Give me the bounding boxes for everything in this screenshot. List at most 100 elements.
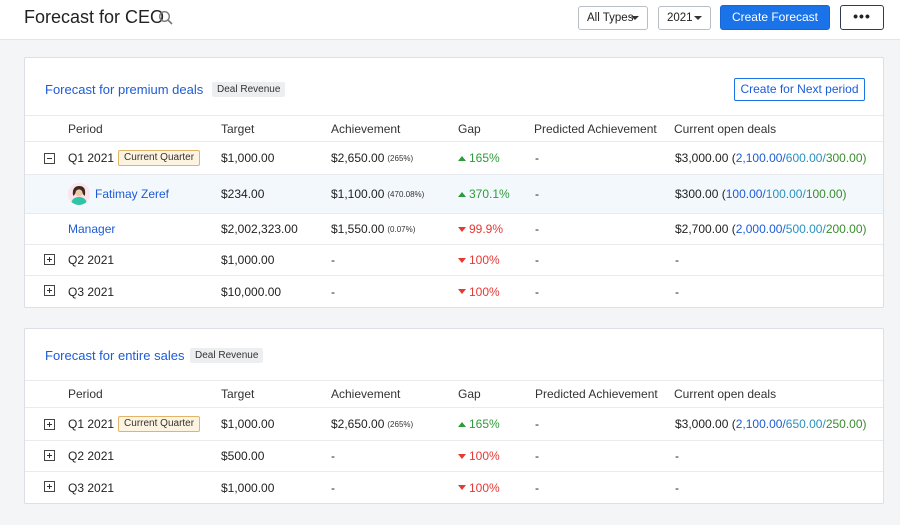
achievement-value: - xyxy=(331,284,335,299)
create-next-period-button[interactable]: Create for Next period xyxy=(734,78,865,101)
period-label: Q2 2021 xyxy=(68,253,115,267)
table-row[interactable]: Q3 2021 $1,000.00 - 100% - - xyxy=(25,472,883,503)
open-deals-link[interactable]: 250.00) xyxy=(825,417,867,431)
year-filter-label: 2021 xyxy=(667,12,693,24)
achievement-pct: (0.07%) xyxy=(387,224,416,234)
open-deals-link[interactable]: 100.00) xyxy=(805,187,847,201)
table-row[interactable]: Q1 2021 Current Quarter $1,000.00 $2,650… xyxy=(25,142,883,175)
achievement-value: - xyxy=(331,253,335,267)
deal-revenue-tag: Deal Revenue xyxy=(190,348,264,363)
expand-icon[interactable] xyxy=(44,419,55,430)
arrow-up-icon xyxy=(458,155,466,161)
predicted-value: - xyxy=(535,449,539,463)
target-value: $234.00 xyxy=(221,187,265,201)
open-deals-link[interactable]: 200.00) xyxy=(825,222,867,236)
col-achievement: Achievement xyxy=(331,121,401,136)
open-deals-link[interactable]: 2,000.00/ xyxy=(735,222,786,236)
period-label: Q1 2021 xyxy=(68,151,115,165)
open-deals-link[interactable]: 100.00/ xyxy=(765,187,806,201)
table-row[interactable]: Q1 2021 Current Quarter $1,000.00 $2,650… xyxy=(25,408,883,441)
card-title: Forecast for premium deals xyxy=(45,82,204,97)
target-value: $1,000.00 xyxy=(221,480,275,495)
user-name-link[interactable]: Fatimay Zeref xyxy=(95,187,170,201)
col-open-deals: Current open deals xyxy=(674,121,777,136)
predicted-value: - xyxy=(535,480,539,495)
manager-link[interactable]: Manager xyxy=(68,222,116,236)
gap-value: 165% xyxy=(469,417,500,431)
open-deals-total: $2,700.00 ( xyxy=(675,222,736,236)
current-quarter-badge: Current Quarter xyxy=(118,150,201,166)
predicted-value: - xyxy=(535,284,539,299)
gap-value: 165% xyxy=(469,151,500,165)
gap-value: 100% xyxy=(469,480,500,495)
open-deals-total: $3,000.00 ( xyxy=(675,151,736,165)
arrow-down-icon xyxy=(458,453,466,459)
deal-revenue-tag: Deal Revenue xyxy=(212,82,286,97)
arrow-down-icon xyxy=(458,485,466,490)
col-achievement: Achievement xyxy=(331,387,401,401)
col-target: Target xyxy=(221,121,255,136)
period-label: Q3 2021 xyxy=(68,284,115,299)
predicted-value: - xyxy=(535,417,539,431)
expand-icon[interactable] xyxy=(44,481,55,492)
expand-icon[interactable] xyxy=(44,285,55,296)
table-row[interactable]: Q2 2021 $1,000.00 - 100% - - xyxy=(25,245,883,276)
gap-value: 99.9% xyxy=(469,222,504,236)
arrow-down-icon xyxy=(458,226,466,232)
table-row[interactable]: Manager $2,002,323.00 $1,550.00 (0.07%) … xyxy=(25,214,883,245)
premium-deals-card: Forecast for premium deals Deal Revenue … xyxy=(24,57,884,308)
arrow-down-icon xyxy=(458,257,466,263)
expand-icon[interactable] xyxy=(44,450,55,461)
more-options-button[interactable]: ••• xyxy=(840,5,884,30)
open-deals-value: - xyxy=(675,284,679,299)
period-label: Q3 2021 xyxy=(68,480,115,495)
open-deals-link[interactable]: 2,100.00/ xyxy=(735,417,786,431)
predicted-value: - xyxy=(535,222,539,236)
open-deals-link[interactable]: 650.00/ xyxy=(785,417,826,431)
table-header: Period Target Achievement Gap Predicted … xyxy=(25,115,883,142)
open-deals-link[interactable]: 500.00/ xyxy=(785,222,826,236)
create-forecast-button[interactable]: Create Forecast xyxy=(720,5,830,30)
achievement-pct: (265%) xyxy=(387,419,414,429)
card-title: Forecast for entire sales xyxy=(45,348,185,363)
achievement-pct: (470.08%) xyxy=(387,189,425,199)
col-period: Period xyxy=(68,121,103,136)
type-filter-label: All Types xyxy=(587,12,634,24)
col-predicted: Predicted Achievement xyxy=(535,387,658,401)
open-deals-value: - xyxy=(675,449,679,463)
table-row[interactable]: Q3 2021 $10,000.00 - 100% - - xyxy=(25,276,883,307)
open-deals-total: $300.00 ( xyxy=(675,187,726,201)
predicted-value: - xyxy=(535,253,539,267)
open-deals-link[interactable]: 300.00) xyxy=(825,151,867,165)
target-value: $1,000.00 xyxy=(221,151,275,165)
target-value: $1,000.00 xyxy=(221,417,275,431)
predicted-value: - xyxy=(535,187,539,201)
gap-value: 100% xyxy=(469,253,500,267)
table-row[interactable]: Fatimay Zeref $234.00 $1,100.00 (470.08%… xyxy=(25,175,883,214)
target-value: $1,000.00 xyxy=(221,253,275,267)
top-header: Forecast for CEO All Types 2021 Create F… xyxy=(0,0,900,40)
chevron-down-icon xyxy=(694,16,702,20)
open-deals-link[interactable]: 100.00/ xyxy=(725,187,766,201)
col-gap: Gap xyxy=(458,387,481,401)
open-deals-total: $3,000.00 ( xyxy=(675,417,736,431)
expand-icon[interactable] xyxy=(44,254,55,265)
period-label: Q2 2021 xyxy=(68,449,115,463)
achievement-pct: (265%) xyxy=(387,153,414,163)
gap-value: 370.1% xyxy=(469,187,510,201)
avatar xyxy=(68,183,90,205)
search-icon[interactable] xyxy=(158,10,174,26)
achievement-value: - xyxy=(331,480,335,495)
gap-value: 100% xyxy=(469,449,500,463)
achievement-value: $1,100.00 xyxy=(331,187,385,201)
open-deals-link[interactable]: 600.00/ xyxy=(785,151,826,165)
type-filter-dropdown[interactable]: All Types xyxy=(578,6,648,30)
col-predicted: Predicted Achievement xyxy=(534,121,657,136)
target-value: $500.00 xyxy=(221,449,265,463)
year-filter-dropdown[interactable]: 2021 xyxy=(658,6,711,30)
current-quarter-badge: Current Quarter xyxy=(118,416,201,432)
table-row[interactable]: Q2 2021 $500.00 - 100% - - xyxy=(25,441,883,472)
open-deals-link[interactable]: 2,100.00/ xyxy=(735,151,786,165)
collapse-icon[interactable] xyxy=(44,153,55,164)
open-deals-value: - xyxy=(675,253,679,267)
